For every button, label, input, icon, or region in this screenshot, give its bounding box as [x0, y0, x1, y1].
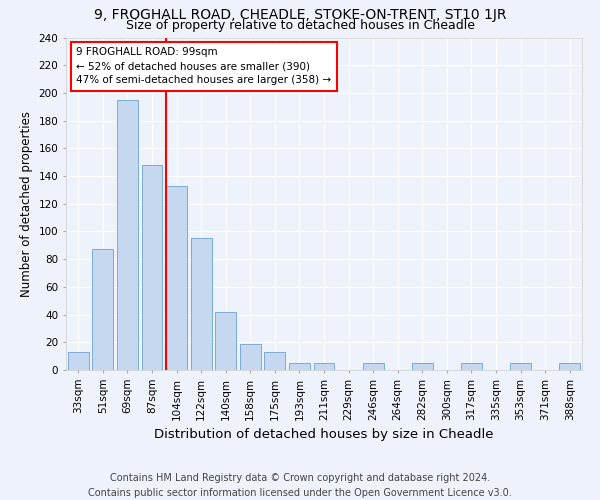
Bar [191, 238, 212, 370]
Bar [289, 363, 310, 370]
Text: Size of property relative to detached houses in Cheadle: Size of property relative to detached ho… [125, 18, 475, 32]
Bar [142, 165, 163, 370]
Bar [559, 363, 580, 370]
Y-axis label: Number of detached properties: Number of detached properties [20, 111, 33, 296]
Bar [117, 100, 138, 370]
Bar [314, 363, 334, 370]
Bar [412, 363, 433, 370]
Bar [240, 344, 261, 370]
Text: 9, FROGHALL ROAD, CHEADLE, STOKE-ON-TRENT, ST10 1JR: 9, FROGHALL ROAD, CHEADLE, STOKE-ON-TREN… [94, 8, 506, 22]
Text: Contains HM Land Registry data © Crown copyright and database right 2024.
Contai: Contains HM Land Registry data © Crown c… [88, 472, 512, 498]
Bar [166, 186, 187, 370]
Bar [265, 352, 286, 370]
Bar [68, 352, 89, 370]
Bar [92, 250, 113, 370]
X-axis label: Distribution of detached houses by size in Cheadle: Distribution of detached houses by size … [154, 428, 494, 441]
Bar [215, 312, 236, 370]
Text: 9 FROGHALL ROAD: 99sqm
← 52% of detached houses are smaller (390)
47% of semi-de: 9 FROGHALL ROAD: 99sqm ← 52% of detached… [76, 48, 331, 86]
Bar [461, 363, 482, 370]
Bar [510, 363, 531, 370]
Bar [362, 363, 383, 370]
